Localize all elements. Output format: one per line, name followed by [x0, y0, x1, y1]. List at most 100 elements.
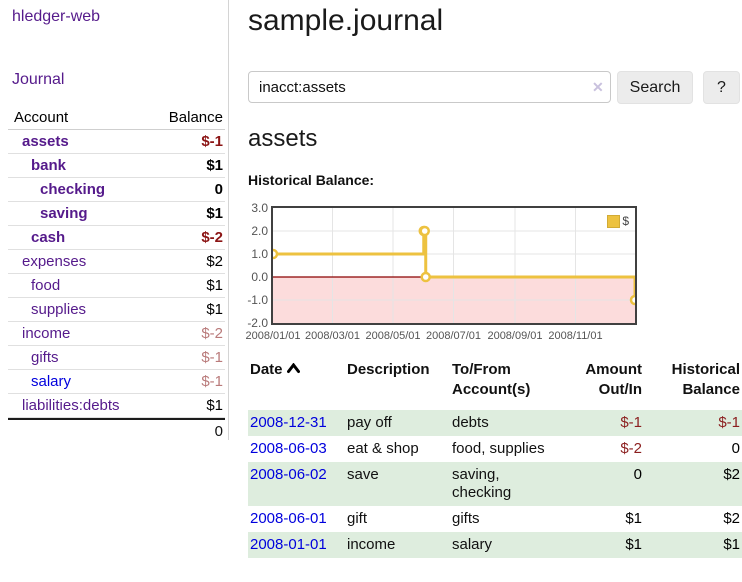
- y-axis-tick-label: 0.0: [251, 270, 268, 284]
- account-link[interactable]: food: [31, 277, 61, 294]
- account-link[interactable]: saving: [40, 205, 88, 222]
- x-axis-tick-label: 2008/07/01: [425, 330, 482, 342]
- account-link[interactable]: liabilities:debts: [22, 397, 120, 414]
- account-link[interactable]: income: [22, 325, 71, 342]
- register-row: 2008-06-01 gift gifts $1 $2: [248, 506, 742, 532]
- transaction-date-link[interactable]: 2008-12-31: [250, 414, 327, 431]
- column-header-accounts: To/From Account(s): [452, 361, 531, 398]
- account-row: salary $-1: [8, 370, 225, 394]
- accounts-table-header: Account Balance: [8, 105, 225, 130]
- search-bar: ✕ Search ?: [248, 71, 742, 104]
- account-link[interactable]: cash: [31, 229, 66, 246]
- account-row: saving $1: [8, 202, 225, 226]
- transaction-balance: $2: [723, 466, 740, 483]
- column-header-date[interactable]: Date: [248, 358, 345, 410]
- transaction-amount: 0: [633, 466, 642, 483]
- transaction-date-link[interactable]: 2008-06-02: [250, 466, 327, 483]
- x-axis-tick-label: 2008/09/01: [487, 330, 543, 342]
- account-balance: $-2: [201, 229, 223, 246]
- transaction-description: gift: [347, 510, 368, 527]
- account-row: bank $1: [8, 154, 225, 178]
- y-axis-tick-label: -1.0: [247, 293, 268, 307]
- register-row: 2008-06-02 save saving, checking 0 $2: [248, 462, 742, 506]
- transaction-date-link[interactable]: 2008-06-03: [250, 440, 327, 457]
- transaction-balance: $1: [723, 536, 740, 553]
- account-row: income $-2: [8, 322, 225, 346]
- chart-plot: $: [271, 206, 637, 325]
- accounts-header-balance: Balance: [168, 108, 223, 126]
- account-link[interactable]: bank: [31, 157, 67, 174]
- clear-search-icon[interactable]: ✕: [592, 79, 604, 95]
- account-link[interactable]: expenses: [22, 253, 87, 270]
- transaction-balance: $2: [723, 510, 740, 527]
- account-balance: $-1: [201, 349, 223, 366]
- accounts-table: Account Balance assets $-1 bank $1 check…: [8, 105, 225, 442]
- account-row: checking 0: [8, 178, 225, 202]
- register-row: 2008-06-03 eat & shop food, supplies $-2…: [248, 436, 742, 462]
- balance-chart: $ 3.0 2.0 1.0 0.0 -1.0 -2.0 2008/01/01 2008/03/…: [245, 199, 678, 349]
- transaction-description: eat & shop: [347, 440, 419, 457]
- account-balance: $1: [206, 277, 223, 294]
- transaction-description: pay off: [347, 414, 392, 431]
- search-input[interactable]: [248, 71, 611, 103]
- column-header-description: Description: [347, 361, 430, 378]
- account-link[interactable]: checking: [40, 181, 106, 198]
- chart-legend: $: [606, 213, 630, 229]
- transaction-accounts: gifts: [452, 510, 480, 527]
- y-axis-tick-label: -2.0: [247, 316, 268, 330]
- register-row: 2008-12-31 pay off debts $-1 $-1: [248, 410, 742, 436]
- x-axis-tick-label: 2008/05/01: [365, 330, 421, 342]
- transaction-accounts: saving, checking: [452, 466, 512, 501]
- y-axis-tick-label: 2.0: [251, 224, 268, 238]
- transaction-amount: $-1: [620, 414, 642, 431]
- app-brand-link[interactable]: hledger-web: [12, 8, 101, 25]
- transaction-accounts: food, supplies: [452, 440, 545, 457]
- transaction-accounts: salary: [452, 536, 493, 553]
- x-axis-tick-label: 2008/03/01: [304, 330, 361, 342]
- historical-balance-label: Historical Balance:: [248, 172, 375, 188]
- transaction-amount: $1: [625, 536, 642, 553]
- x-axis-tick-label: 2008/01/01: [245, 330, 301, 342]
- transaction-balance: $-1: [718, 414, 740, 431]
- y-axis-tick-label: 1.0: [251, 247, 268, 261]
- account-row: liabilities:debts $1: [8, 394, 225, 418]
- sidebar-item-journal[interactable]: Journal: [12, 71, 65, 88]
- account-link[interactable]: supplies: [31, 301, 87, 318]
- transaction-date-link[interactable]: 2008-06-01: [250, 510, 327, 527]
- register-table: Date Description To/From Account(s) Amou…: [248, 358, 742, 558]
- account-row: assets $-1: [8, 130, 225, 154]
- account-link[interactable]: salary: [31, 373, 72, 390]
- account-link[interactable]: gifts: [31, 349, 59, 366]
- account-balance: $1: [206, 397, 223, 414]
- transaction-amount: $-2: [620, 440, 642, 457]
- account-row: supplies $1: [8, 298, 225, 322]
- date-header-label: Date: [250, 361, 283, 378]
- search-button[interactable]: Search: [617, 71, 693, 104]
- page-title: sample.journal: [248, 4, 444, 37]
- transaction-description: income: [347, 536, 396, 553]
- account-balance: $2: [206, 253, 223, 270]
- sidebar: hledger-web Journal Account Balance asse…: [0, 0, 229, 440]
- account-balance: 0: [214, 181, 223, 198]
- sort-ascending-icon: [286, 362, 300, 373]
- accounts-header-account: Account: [14, 108, 69, 126]
- account-balance: $-2: [201, 325, 223, 342]
- account-link[interactable]: assets: [22, 133, 69, 150]
- transaction-date-link[interactable]: 2008-01-01: [250, 536, 327, 553]
- account-balance: $-1: [201, 373, 223, 390]
- help-button[interactable]: ?: [703, 71, 740, 104]
- transaction-description: save: [347, 466, 379, 483]
- main-content: sample.journal ✕ Search ? assets Histori…: [245, 0, 742, 582]
- register-header-row: Date Description To/From Account(s) Amou…: [248, 358, 742, 410]
- accounts-total-row: 0: [8, 418, 225, 442]
- account-row: food $1: [8, 274, 225, 298]
- account-balance: $1: [206, 157, 223, 174]
- account-balance: $-1: [201, 133, 223, 150]
- column-header-amount: Amount Out/In: [585, 361, 642, 398]
- legend-label: $: [622, 214, 629, 228]
- transaction-balance: 0: [731, 440, 740, 457]
- account-row: cash $-2: [8, 226, 225, 250]
- x-axis-tick-label: 2008/11/01: [548, 330, 603, 342]
- account-balance: $1: [206, 301, 223, 318]
- column-header-balance: Historical Balance: [671, 361, 740, 398]
